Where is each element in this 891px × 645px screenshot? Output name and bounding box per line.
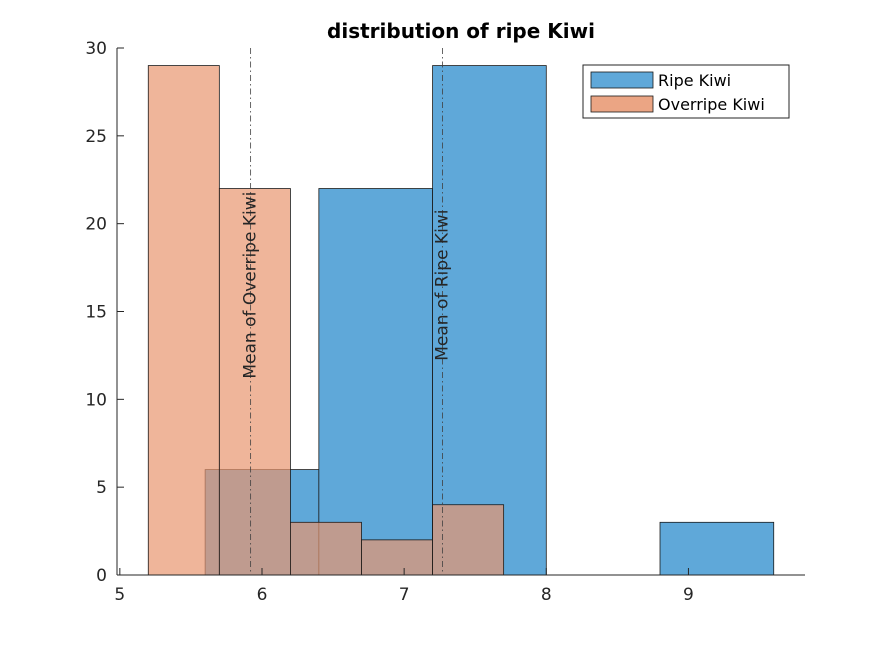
mean-lines: Mean of Overripe Kiwi Mean of Ripe Kiwi bbox=[241, 48, 453, 575]
overripe-kiwi-bar bbox=[290, 521, 362, 576]
y-tick-label: 30 bbox=[85, 39, 107, 59]
y-tick-label: 15 bbox=[85, 303, 107, 323]
x-tick-label: 6 bbox=[257, 585, 268, 605]
overripe-kiwi-bar bbox=[147, 65, 220, 576]
ripe-kiwi-bars bbox=[204, 65, 775, 576]
overripe-kiwi-bars bbox=[147, 65, 505, 576]
y-tick-label: 0 bbox=[96, 566, 107, 586]
overripe-kiwi-bar bbox=[361, 539, 433, 576]
x-tick-label: 8 bbox=[541, 585, 552, 605]
legend-swatch bbox=[590, 95, 654, 113]
y-tick-label: 25 bbox=[85, 127, 107, 147]
legend-swatch bbox=[590, 71, 654, 89]
x-tick-label: 7 bbox=[399, 585, 410, 605]
mean-line-label: Mean of Overripe Kiwi bbox=[241, 192, 261, 379]
ripe-kiwi-bar bbox=[318, 188, 433, 576]
chart-title: distribution of ripe Kiwi bbox=[327, 19, 595, 43]
legend-label: Ripe Kiwi bbox=[658, 71, 731, 90]
y-tick-label: 5 bbox=[96, 478, 107, 498]
legend-label: Overripe Kiwi bbox=[658, 95, 765, 114]
y-tick-label: 20 bbox=[85, 215, 107, 235]
overripe-kiwi-bar bbox=[432, 504, 505, 576]
x-tick-label: 9 bbox=[683, 585, 694, 605]
ripe-kiwi-bar bbox=[659, 521, 775, 576]
y-tick-label: 10 bbox=[85, 390, 107, 410]
legend: Ripe Kiwi Overripe Kiwi bbox=[582, 64, 790, 119]
mean-line-label: Mean of Ripe Kiwi bbox=[433, 210, 453, 361]
x-tick-label: 5 bbox=[114, 585, 125, 605]
ripe-kiwi-bar bbox=[432, 65, 547, 576]
